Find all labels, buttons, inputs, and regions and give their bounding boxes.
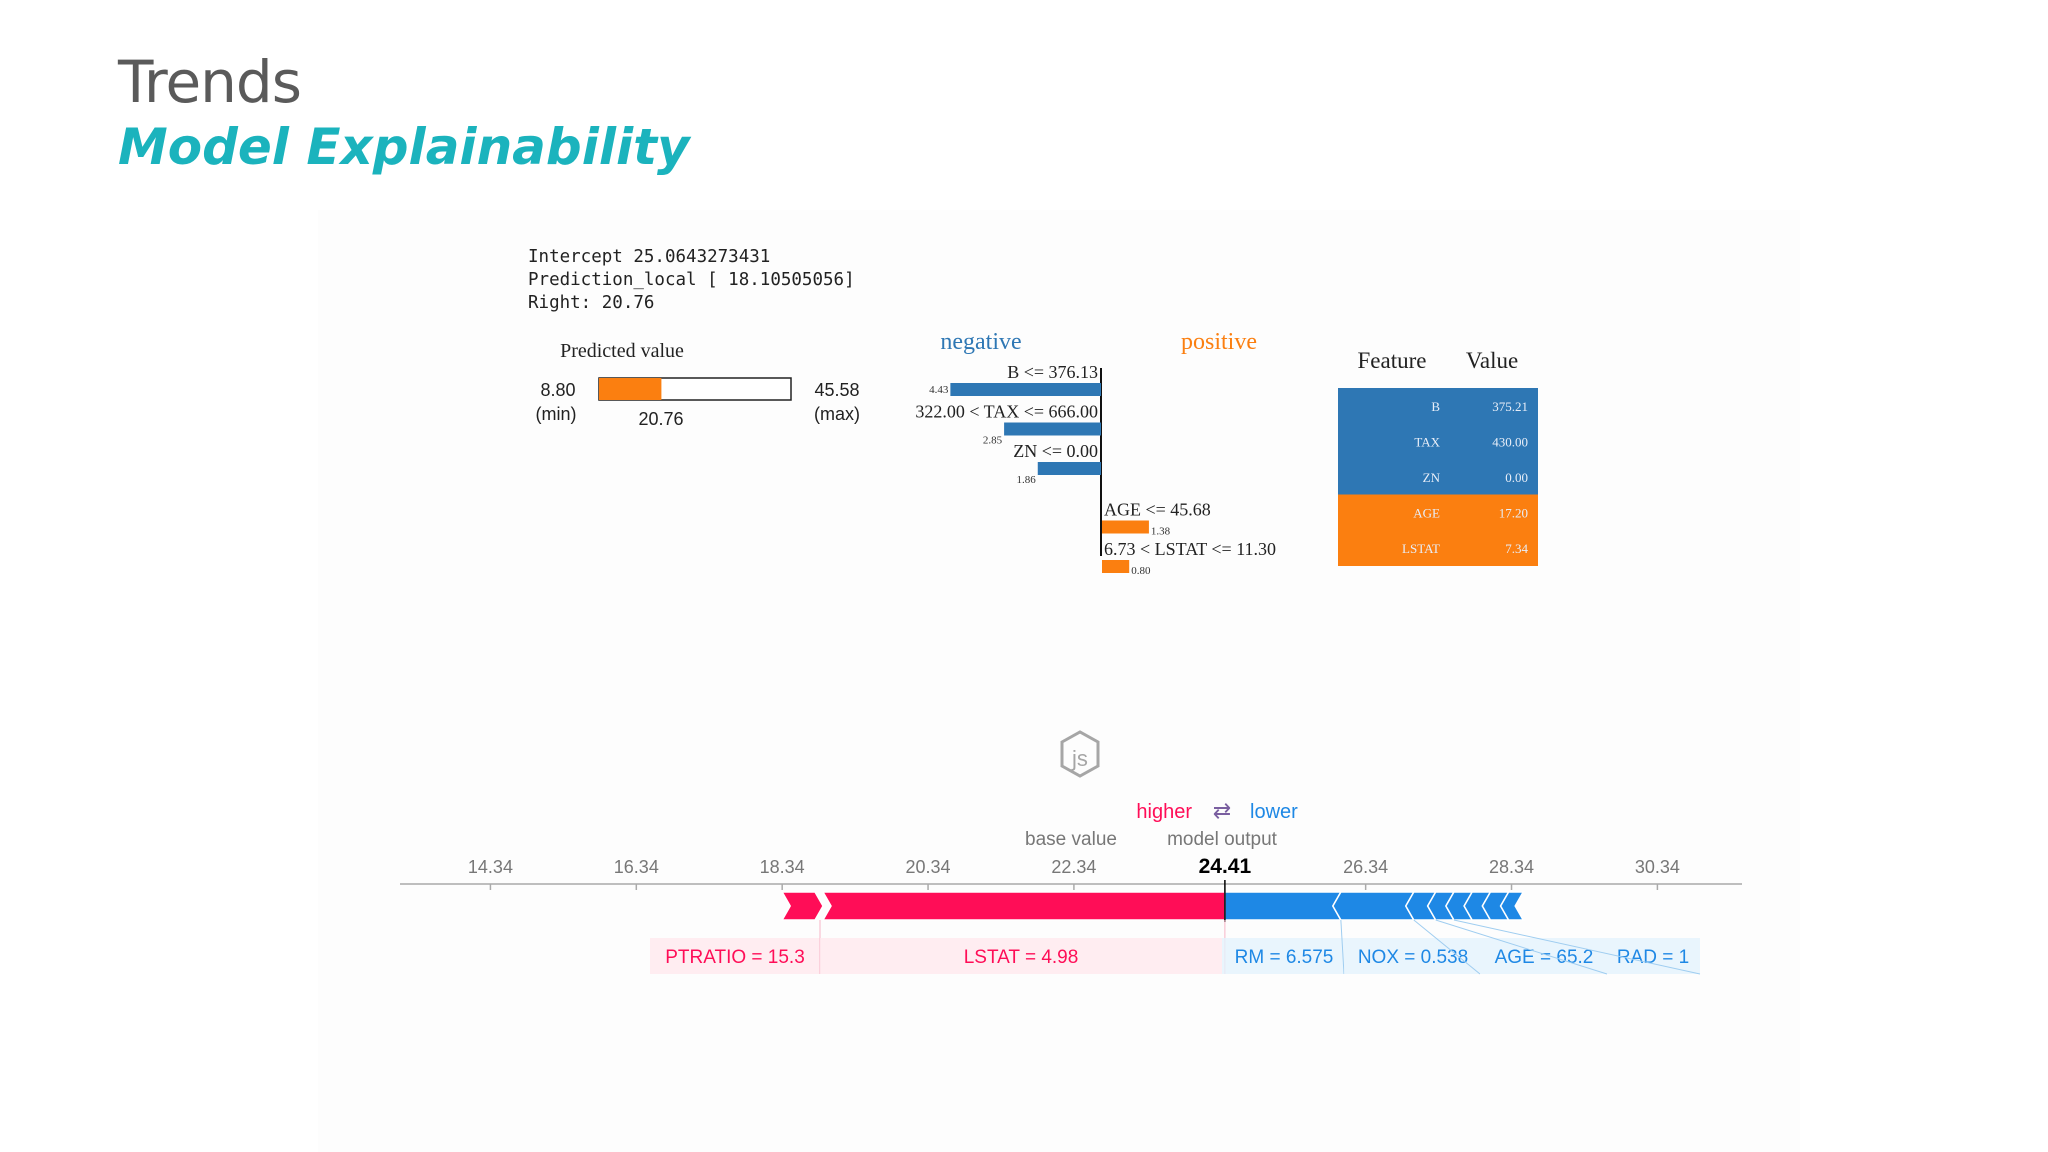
- predicted-value-title: Predicted value: [560, 340, 684, 362]
- shap-label-band: [650, 938, 820, 974]
- feature-header: Feature: [1358, 348, 1427, 373]
- shap-label-connector: [1435, 919, 1608, 975]
- table-row: [1338, 530, 1538, 566]
- shap-label-band: [1607, 938, 1700, 974]
- axis-tick-label: 28.34: [1489, 857, 1534, 877]
- max-label: (max): [814, 404, 860, 424]
- shap-label-connector: [1413, 919, 1481, 975]
- table-row: [1338, 459, 1538, 495]
- lime-bar-label: AGE <= 45.68: [1104, 500, 1211, 520]
- lime-bar-label: ZN <= 0.00: [1013, 441, 1098, 461]
- model-output-label: model output: [1167, 829, 1278, 850]
- table-value-cell: 7.34: [1505, 541, 1528, 556]
- axis-tick-label: 14.34: [468, 857, 513, 877]
- shap-force-plot: js higher ⇄ lower base value model outpu…: [400, 730, 1742, 975]
- shap-label-connector: [1340, 919, 1345, 975]
- lime-bar-negative: [1004, 422, 1101, 436]
- lime-bar-value: 1.86: [1017, 474, 1037, 486]
- lime-contribution-chart: negative positive B <= 376.13 4.43 322.00 …: [915, 329, 1276, 577]
- lime-bar-negative: [1037, 462, 1101, 475]
- prediction-local-line: Prediction_local [ 18.10505056]: [528, 270, 855, 290]
- right-line: Right: 20.76: [528, 293, 655, 313]
- table-feature-cell: ZN: [1423, 470, 1441, 485]
- axis-tick-label: 30.34: [1635, 857, 1680, 877]
- predicted-value-label: 20.76: [638, 409, 683, 429]
- shap-feature-label: NOX = 0.538: [1358, 947, 1468, 968]
- shap-label-band: [820, 938, 1222, 974]
- shap-lower-segment: [1499, 891, 1525, 921]
- value-header: Value: [1466, 348, 1518, 373]
- table-feature-cell: B: [1431, 399, 1440, 414]
- slide-title: Trends: [118, 48, 302, 116]
- lime-bar-value: 0.80: [1131, 565, 1151, 577]
- js-logo-hexagon: [1060, 730, 1100, 778]
- lime-bar-value: 4.43: [929, 384, 949, 396]
- table-row: [1338, 423, 1538, 460]
- lime-bar-label: 322.00 < TAX <= 666.00: [915, 402, 1098, 422]
- js-logo-icon: js: [1060, 730, 1100, 778]
- lime-bar-negative: [950, 383, 1101, 396]
- table-value-cell: 430.00: [1492, 435, 1528, 450]
- legend-higher: higher: [1136, 801, 1192, 823]
- axis-tick-label: 20.34: [906, 857, 951, 877]
- embedded-screenshot-panel: [318, 210, 1800, 1152]
- intercept-line: Intercept 25.0643273431: [528, 247, 771, 267]
- lime-bar-label: B <= 376.13: [1007, 362, 1098, 382]
- table-feature-cell: TAX: [1414, 435, 1440, 450]
- shap-lower-segment: [1331, 891, 1416, 921]
- js-logo-text: js: [1071, 746, 1088, 771]
- table-row: [1338, 494, 1538, 531]
- shap-higher-segment: [780, 891, 824, 921]
- shap-lower-segment: [1224, 891, 1343, 921]
- table-feature-cell: AGE: [1413, 506, 1440, 521]
- predicted-value-fill: [599, 378, 662, 400]
- table-row: [1338, 388, 1538, 424]
- shap-feature-label: AGE = 65.2: [1495, 947, 1594, 968]
- legend-arrow-icon: ⇄: [1213, 798, 1231, 823]
- positive-header: positive: [1181, 329, 1257, 355]
- shap-label-connector: [1453, 919, 1701, 975]
- lime-bar-value: 2.85: [983, 435, 1003, 447]
- negative-header: negative: [940, 329, 1021, 355]
- axis-tick-label: 26.34: [1343, 857, 1388, 877]
- slide-subtitle: Model Explainability: [118, 118, 690, 176]
- table-feature-cell: LSTAT: [1402, 541, 1440, 556]
- shap-feature-label: RAD = 1: [1617, 947, 1689, 968]
- axis-tick-label: 16.34: [614, 857, 659, 877]
- lime-bar-positive: [1102, 560, 1130, 573]
- axis-tick-label: 18.34: [760, 857, 805, 877]
- predicted-value-chart: Predicted value 8.80 (min) 20.76 45.58 (…: [536, 340, 861, 429]
- legend-lower: lower: [1250, 801, 1298, 823]
- lime-bar-value: 1.38: [1151, 526, 1171, 538]
- shap-label-band: [1222, 938, 1344, 974]
- shap-feature-label: PTRATIO = 15.3: [665, 947, 805, 968]
- lime-summary-text: Intercept 25.0643273431 Prediction_local …: [528, 246, 855, 315]
- shap-higher-segment: [821, 891, 1226, 921]
- lime-bar-label: 6.73 < LSTAT <= 11.30: [1104, 539, 1276, 559]
- shap-feature-label: RM = 6.575: [1235, 947, 1334, 968]
- min-label: (min): [536, 404, 577, 424]
- axis-tick-label: 22.34: [1051, 857, 1096, 877]
- model-output-value: 24.41: [1199, 855, 1252, 878]
- table-value-cell: 0.00: [1505, 470, 1528, 485]
- lime-bar-positive: [1102, 520, 1149, 534]
- base-value-label: base value: [1025, 829, 1117, 850]
- min-value: 8.80: [540, 380, 575, 400]
- table-value-cell: 17.20: [1499, 506, 1528, 521]
- max-value: 45.58: [814, 380, 859, 400]
- shap-feature-label: LSTAT = 4.98: [964, 947, 1079, 968]
- table-value-cell: 375.21: [1492, 399, 1528, 414]
- shap-label-band: [1480, 938, 1607, 974]
- feature-value-table: Feature Value B 375.21 TAX 430.00 ZN 0.00 AGE 1…: [1338, 348, 1538, 566]
